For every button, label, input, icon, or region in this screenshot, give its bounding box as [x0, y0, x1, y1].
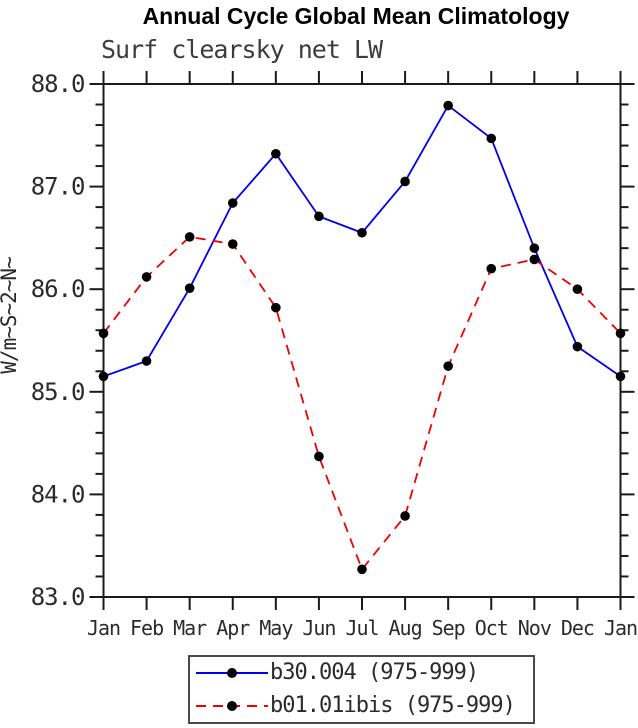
chart-title: Annual Cycle Global Mean Climatology	[142, 3, 570, 29]
data-point-marker	[357, 227, 367, 238]
legend: b30.004 (975-999) b01.01ibis (975-999)	[188, 655, 535, 724]
x-tick-label: Jan	[87, 616, 120, 640]
series-line-0	[103, 104, 622, 378]
data-point-marker	[184, 232, 195, 242]
x-tick-label: Oct	[475, 616, 508, 640]
y-axis-label: W/m~S~2~N~	[0, 257, 21, 374]
data-point-marker	[615, 328, 626, 339]
legend-item-b30-004: b30.004 (975-999)	[190, 657, 533, 689]
data-point-marker	[443, 361, 453, 371]
x-tick-label: Sep	[432, 616, 465, 640]
x-tick-label: Dec	[561, 616, 594, 640]
data-point-marker	[271, 302, 281, 313]
data-point-marker	[314, 451, 324, 462]
data-point-marker	[271, 148, 281, 159]
legend-label-b30-004: b30.004 (975-999)	[270, 660, 479, 686]
x-tick-label: Jan	[604, 616, 637, 640]
y-tick-label: 85.0	[31, 378, 85, 406]
y-tick-label: 84.0	[31, 480, 85, 508]
y-axis-minor-ticks	[95, 103, 629, 578]
chart-subtitle: Surf clearsky net LW	[101, 35, 383, 64]
y-axis: 83.0 84.0 85.0 86.0 87.0 88.0	[31, 70, 635, 611]
x-tick-label: Jun	[302, 616, 335, 640]
data-point-marker	[572, 341, 583, 352]
legend-label-b01-01ibis: b01.01ibis (975-999)	[270, 692, 516, 718]
data-point-marker	[443, 100, 453, 111]
data-point-marker	[529, 243, 540, 253]
data-point-marker	[184, 283, 195, 293]
y-tick-label: 86.0	[31, 275, 85, 303]
y-tick-label: 83.0	[31, 583, 85, 611]
legend-line-sample-dashed	[196, 700, 268, 711]
data-point-marker	[615, 371, 626, 382]
legend-item-b01-01ibis: b01.01ibis (975-999)	[190, 690, 533, 722]
data-point-marker	[529, 254, 540, 265]
x-tick-label: Mar	[173, 616, 207, 640]
series-0	[98, 100, 626, 382]
data-point-marker	[486, 133, 497, 144]
plot-area: Jan Feb Mar Apr May Jun Jul Aug Sep Oct Nov Dec Jan8…	[0, 70, 638, 640]
data-point-marker	[227, 198, 238, 208]
data-point-marker	[141, 356, 152, 366]
data-point-marker	[400, 176, 410, 187]
series-line-1	[102, 235, 622, 572]
x-tick-label: Jul	[345, 616, 378, 640]
legend-line-sample-solid	[196, 668, 268, 679]
x-axis: Jan Feb Mar Apr May Jun Jul Aug Sep Oct Nov Dec Jan	[87, 71, 638, 640]
data-point-marker	[98, 328, 109, 339]
x-tick-label: Apr	[216, 616, 250, 640]
x-tick-label: May	[259, 616, 293, 640]
data-point-marker	[141, 272, 152, 282]
y-tick-label: 88.0	[31, 70, 85, 98]
data-point-marker	[572, 284, 583, 295]
plot-frame	[102, 83, 622, 598]
series-1	[98, 232, 626, 575]
data-point-marker	[98, 371, 109, 382]
data-point-marker	[357, 564, 367, 575]
data-point-marker	[314, 211, 324, 222]
x-tick-label: Feb	[130, 616, 163, 640]
data-point-marker	[227, 239, 238, 249]
data-point-marker	[400, 511, 410, 521]
x-tick-label: Aug	[389, 616, 422, 640]
x-tick-label: Nov	[518, 616, 552, 640]
y-tick-label: 87.0	[31, 173, 85, 201]
data-point-marker	[486, 263, 497, 274]
